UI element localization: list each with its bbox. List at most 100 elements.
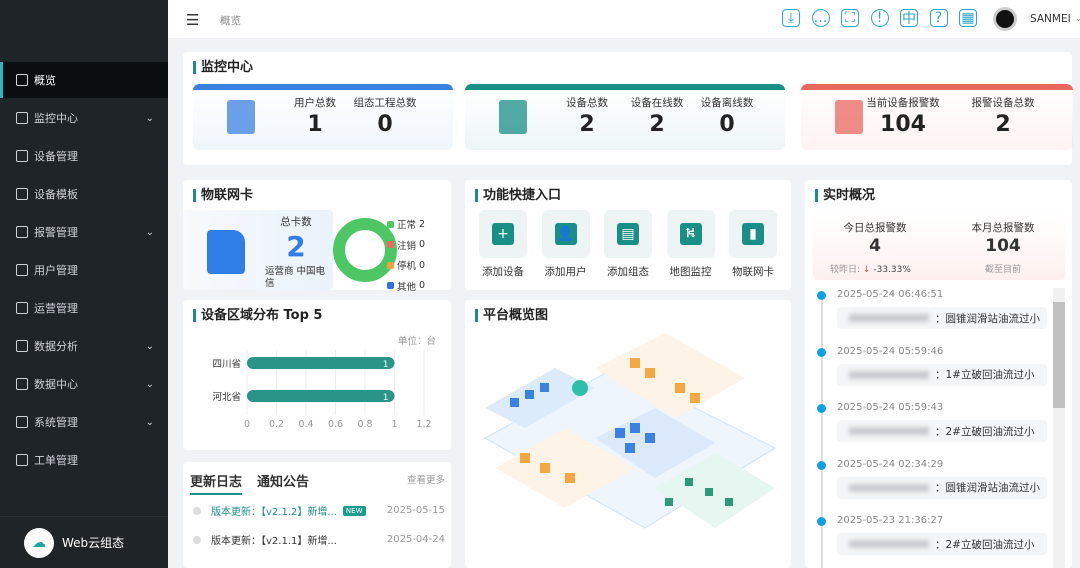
server-cube-icon [499,100,527,134]
sidebar-item[interactable]: 概览 [0,62,168,98]
sidebar-item-label: 报警管理 [34,226,78,239]
stat-label: 设备在线数 [630,97,684,109]
scrollbar[interactable] [1053,288,1065,568]
panel-title: 监控中心 [193,61,253,74]
monitor-panel: 监控中心 用户总数 1 组态工程总数 0 设备总数 2 设备在线数 2 设备离线数 0 当前设备报警… [183,52,1073,165]
sidebar-item-label: 运营管理 [34,302,78,315]
sidebar-item-label: 系统管理 [34,416,78,429]
stat-label: 当前设备报警数 [866,97,940,109]
bar-value-label: 1 [383,360,389,370]
quick-entry[interactable]: 👤 添加用户 [538,210,594,279]
operator: 运营商 中国电信 [265,266,326,289]
sidebar-item[interactable]: 设备模板 [0,176,168,212]
x-tick-label: 0.2 [269,419,284,430]
tab-update-log[interactable]: 更新日志 [190,471,243,495]
stat-value: 2 [649,112,665,137]
stat-value: 2 [995,112,1011,137]
sidebar-item-label: 设备管理 [34,150,78,163]
bar-value-label: 1 [383,393,389,403]
stat-value: 104 [880,112,926,137]
sidebar-item[interactable]: 设备管理 [0,138,168,174]
sidebar-item[interactable]: 工单管理 [0,442,168,478]
sidebar-item[interactable]: 报警管理 ⌄ [0,214,168,250]
download-icon[interactable]: ⤓ [782,9,800,27]
quick-entry[interactable]: ▮ 物联网卡 [725,210,781,279]
message-icon[interactable]: … [811,9,830,27]
stat-label: 报警设备总数 [971,97,1035,109]
quick-entry[interactable]: ⛕ 地图监控 [663,210,719,279]
stat-group: 当前设备报警数 104 报警设备总数 2 [801,84,1073,150]
region-bar-chart: 0 0.2 0.4 0.6 0.8 1 1.2 四川省 1 河北省 1 [212,350,432,430]
x-tick-label: 0.4 [298,419,313,430]
avatar[interactable] [993,7,1017,31]
quick-entry-label: 地图监控 [669,266,712,278]
compare-label: 较昨日: [830,265,861,275]
sidebar-item[interactable]: 运营管理 [0,290,168,326]
sidebar-item-label: 用户管理 [34,264,78,277]
stat-label: 用户总数 [294,97,336,109]
category-label: 四川省 [212,358,241,370]
total-value: 2 [286,230,306,263]
chevron-down-icon: ⌄ [145,112,154,124]
help-book-icon[interactable]: ? [929,9,948,27]
sidebar-item[interactable]: 监控中心 ⌄ [0,100,168,136]
update-item[interactable]: 版本更新：【v2.1.1】新增... 2025-04-24 [193,532,445,547]
sidebar-item[interactable]: 用户管理 [0,252,168,288]
stat-label: 设备离线数 [700,97,754,109]
x-tick-label: 0 [244,419,250,430]
arrow-down-icon: ↓ [862,265,871,275]
add-user-icon: 👤 [554,223,577,245]
panel-title: 功能快捷入口 [475,189,561,202]
sidebar-item[interactable]: 数据分析 ⌄ [0,328,168,364]
sidebar-item[interactable]: 数据中心 ⌄ [0,366,168,402]
chevron-down-icon: ⌄ [145,340,154,352]
info-icon[interactable]: ! [870,9,889,27]
sidebar-item[interactable]: 系统管理 ⌄ [0,404,168,440]
menu-toggle-icon[interactable]: ☰ [186,11,200,29]
panel-title: 设备区域分布 Top 5 [193,309,322,322]
platform-panel: 平台概览图 [465,300,791,568]
new-badge: NEW [342,505,366,516]
sidebar-item-label: 数据中心 [34,378,78,391]
realtime-panel: 实时概况 今日总报警数 4 较昨日: ↓ -33.33% 本月总报警数 104 … [805,180,1072,568]
category-label: 河北省 [212,391,241,403]
cloud-icon: ☁ [24,527,54,558]
language-icon[interactable]: 中 [900,9,918,27]
quick-entry[interactable]: ▤ 添加组态 [600,210,656,279]
username[interactable]: SANMEI [1030,13,1071,25]
stat-value: 0 [377,112,393,137]
ticket-icon [16,454,28,466]
chevron-down-icon: ⌄ [145,378,154,390]
x-tick-label: 0.8 [357,419,372,430]
platform-overview-image [483,333,777,529]
panel-title: 实时概况 [815,189,875,202]
sidebar-item-label: 工单管理 [34,454,78,467]
chart-icon [16,378,28,390]
view-more-link[interactable]: 查看更多 [407,475,446,486]
template-icon [16,188,28,200]
panel-title: 平台概览图 [475,309,548,322]
quick-entry-label: 物联网卡 [732,266,774,278]
sim-card-icon [207,230,245,274]
org-icon [16,416,28,428]
update-item[interactable]: 版本更新：【v2.1.2】新增... NEW 2025-05-15 [193,503,445,518]
quick-entry-panel: 功能快捷入口 + 添加设备 👤 添加用户 ▤ 添加组态 ⛕ 地图监控 ▮ 物联网卡 [465,180,791,290]
brand-logo[interactable]: ☁ Web云组态 [0,516,168,568]
alarm-icon [16,226,28,238]
user-menu[interactable]: SANMEI ⌄ [1030,0,1080,38]
quick-entry-label: 添加用户 [544,266,587,278]
today-value: 4 [869,236,881,256]
today-label: 今日总报警数 [843,222,907,234]
grid-icon [16,74,28,86]
chevron-down-icon[interactable]: ⌄ [1074,14,1080,24]
quick-entry[interactable]: + 添加设备 [475,210,531,279]
tab-notices[interactable]: 通知公告 [257,475,310,490]
chevron-down-icon: ⌄ [145,226,154,238]
add-layout-icon: ▤ [617,223,639,245]
bar [247,357,395,369]
server-cube-icon [227,100,255,134]
fullscreen-icon[interactable]: ⛶ [841,9,859,27]
scan-icon[interactable]: ▦ [959,9,977,27]
device-icon [16,150,28,162]
chart-icon [16,340,28,352]
